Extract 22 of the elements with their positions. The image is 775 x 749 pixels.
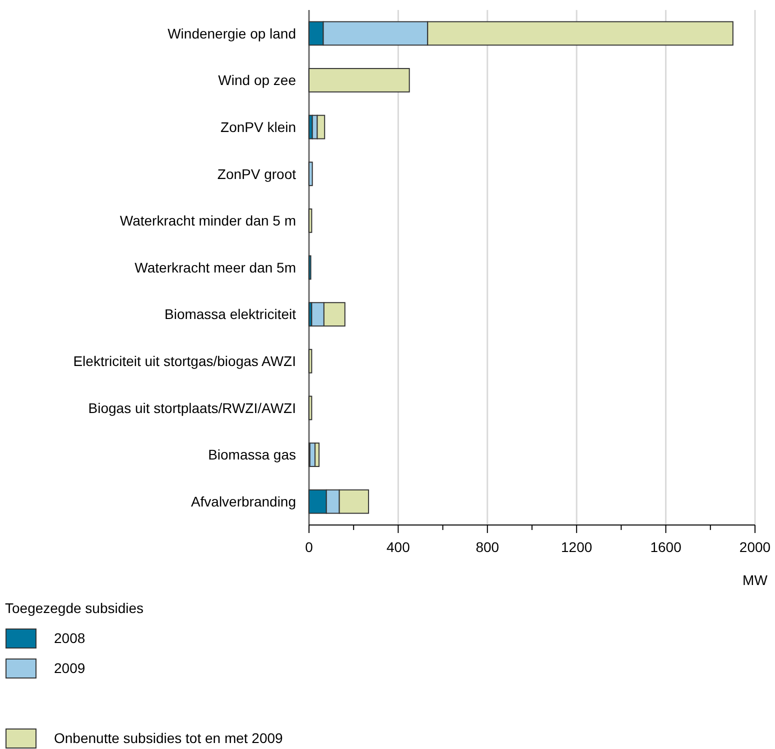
x-tick-label: 0 (305, 539, 314, 555)
y-tick-label: Biogas uit stortplaats/RWZI/AWZI (88, 400, 296, 416)
y-tick-label: Waterkracht minder dan 5 m (120, 212, 296, 229)
x-axis-title: MW (742, 572, 768, 588)
y-tick-label: Biomassa elektriciteit (164, 306, 296, 322)
legend-title: Toegezegde subsidies (5, 600, 144, 616)
x-tick-label: 800 (476, 539, 500, 555)
x-tick-label: 1600 (650, 539, 682, 555)
y-tick-label: ZonPV klein (220, 118, 296, 135)
y-tick-label: Wind op zee (218, 72, 296, 88)
y-tick-label: ZonPV groot (217, 166, 296, 182)
y-tick-label: Biomassa gas (208, 446, 296, 463)
x-tick-label: 1200 (561, 539, 592, 555)
legend-label: 2009 (54, 660, 86, 676)
x-tick-label: 2000 (739, 539, 771, 555)
y-tick-label: Windenergie op land (168, 25, 296, 42)
y-tick-label: Afvalverbranding (190, 493, 296, 510)
x-tick-label: 400 (386, 539, 410, 555)
y-tick-label: Elektriciteit uit stortgas/biogas AWZI (73, 353, 296, 370)
legend-label: 2008 (54, 630, 86, 646)
y-tick-label: Waterkracht meer dan 5m (134, 259, 296, 276)
legend-label: Onbenutte subsidies tot en met 2009 (54, 730, 284, 746)
